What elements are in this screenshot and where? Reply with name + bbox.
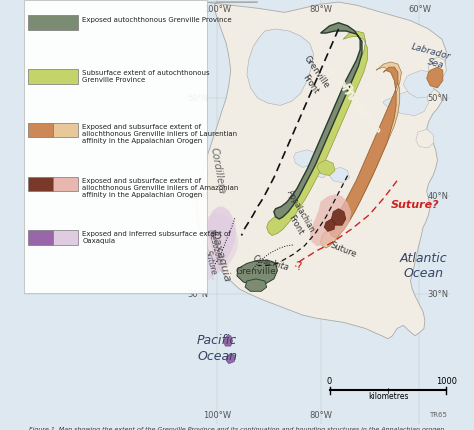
Polygon shape [310, 194, 351, 246]
Bar [28, 177, 53, 191]
Bar [28, 69, 78, 84]
Text: Front: Front [300, 74, 319, 96]
Text: Ocean: Ocean [404, 267, 444, 280]
Polygon shape [237, 260, 277, 285]
Bar [53, 123, 78, 138]
Text: 100°W: 100°W [203, 412, 231, 421]
Text: Subsurface extent of autochthonous
Grenville Province: Subsurface extent of autochthonous Grenv… [82, 70, 210, 83]
Text: Suture: Suture [328, 241, 358, 259]
Polygon shape [197, 2, 447, 339]
Polygon shape [331, 209, 346, 225]
Polygon shape [207, 206, 236, 281]
Text: Suture: Suture [203, 249, 219, 276]
Text: Oaxaquia: Oaxaquia [208, 229, 232, 283]
Text: Atlantic: Atlantic [400, 252, 448, 265]
Text: 80°W: 80°W [309, 412, 332, 421]
Text: 60°W: 60°W [408, 5, 431, 14]
Text: Grenville: Grenville [324, 63, 371, 123]
Text: 1000: 1000 [436, 377, 457, 386]
Bar [28, 123, 53, 138]
Text: Province: Province [338, 80, 384, 137]
Text: 50°N: 50°N [187, 94, 208, 103]
Polygon shape [329, 67, 398, 238]
Text: 100°W: 100°W [203, 5, 231, 14]
Text: TR65: TR65 [428, 412, 447, 418]
Polygon shape [247, 29, 313, 105]
Text: 30°N: 30°N [427, 290, 448, 299]
Polygon shape [274, 23, 362, 219]
Text: Grenville: Grenville [301, 54, 331, 90]
Text: 0: 0 [327, 377, 332, 386]
Polygon shape [383, 91, 428, 116]
Polygon shape [202, 213, 238, 284]
Text: Exposed and subsurface extent of
allochthonous Grenville inliers of Amazonian
af: Exposed and subsurface extent of allocht… [82, 178, 239, 198]
Polygon shape [324, 219, 335, 231]
Text: Sea: Sea [427, 58, 445, 71]
Text: 40°N: 40°N [187, 192, 208, 201]
Polygon shape [293, 150, 319, 167]
Polygon shape [416, 129, 434, 148]
Polygon shape [267, 31, 367, 236]
Text: 50°N: 50°N [427, 94, 448, 103]
Text: 40°N: 40°N [427, 192, 448, 201]
Text: Suture?: Suture? [391, 200, 439, 209]
Text: Exposed autochthonous Grenville Province: Exposed autochthonous Grenville Province [82, 16, 232, 22]
Text: Cuachita: Cuachita [252, 254, 290, 273]
Bar [53, 177, 78, 191]
Text: Labrador: Labrador [410, 42, 452, 61]
Text: Exposed and inferred subsurface extent of
Oaxaquia: Exposed and inferred subsurface extent o… [82, 231, 231, 244]
Text: 30°N: 30°N [187, 290, 208, 299]
Polygon shape [226, 353, 234, 364]
Polygon shape [307, 163, 329, 178]
Text: Ocean: Ocean [197, 350, 237, 363]
Bar [28, 15, 78, 30]
Text: 80°W: 80°W [309, 5, 332, 14]
Text: Mesozoic: Mesozoic [206, 228, 223, 264]
Polygon shape [427, 67, 443, 88]
Polygon shape [317, 160, 335, 175]
Polygon shape [403, 70, 436, 98]
Polygon shape [329, 167, 349, 183]
Text: Exposed and subsurface extent of
allochthonous Grenville inliers of Laurentian
a: Exposed and subsurface extent of allocht… [82, 124, 237, 144]
Text: Figure 1. Map showing the extent of the Grenville Province and its continuation : Figure 1. Map showing the extent of the … [29, 427, 445, 430]
Polygon shape [428, 57, 447, 80]
Text: Grenville: Grenville [236, 267, 276, 276]
Text: kilometres: kilometres [368, 392, 408, 401]
Bar [53, 230, 78, 245]
Polygon shape [320, 62, 401, 248]
Polygon shape [224, 336, 233, 346]
Polygon shape [245, 279, 267, 291]
FancyBboxPatch shape [24, 0, 207, 293]
Text: Front: Front [286, 214, 305, 237]
Text: ?: ? [295, 260, 301, 273]
Text: Cordillera: Cordillera [208, 146, 226, 195]
Text: Pacific: Pacific [197, 335, 237, 347]
Text: Appalachian: Appalachian [285, 189, 317, 235]
Bar [28, 230, 53, 245]
